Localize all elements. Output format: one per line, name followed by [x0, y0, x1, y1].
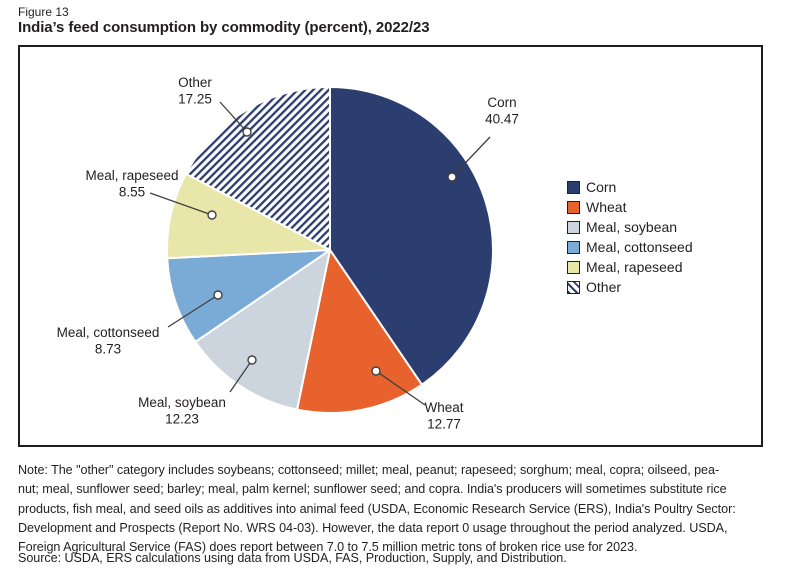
callout-dot — [213, 290, 223, 300]
legend-swatch-meal-cottonseed — [567, 240, 580, 254]
slice-label-corn: Corn 40.47 — [485, 95, 519, 127]
legend-item-wheat: Wheat — [567, 197, 693, 217]
legend-swatch-wheat — [567, 200, 580, 214]
legend-label-wheat: Wheat — [586, 199, 627, 215]
legend-label-meal-rapeseed: Meal, rapeseed — [586, 259, 683, 275]
slice-label-meal-cottonseed: Meal, cottonseed 8.73 — [57, 325, 160, 357]
legend-swatch-meal-soybean — [567, 220, 580, 234]
pie-slice-meal-rapeseed — [166, 172, 331, 260]
legend-label-other: Other — [586, 279, 622, 295]
figure-title: India’s feed consumption by commodity (p… — [18, 19, 430, 36]
legend-item-corn: Corn — [567, 177, 693, 197]
callout-dot — [207, 210, 217, 220]
callout-dot — [371, 366, 381, 376]
pie-slice-meal-cottonseed — [166, 249, 331, 343]
legend-label-corn: Corn — [586, 179, 617, 195]
chart-frame: Corn 40.47 Wheat 12.77 Meal, soybean 12.23 Mea… — [18, 45, 763, 447]
pie-slice-wheat — [296, 249, 423, 414]
legend-label-meal-soybean: Meal, soybean — [586, 219, 678, 235]
legend: Corn Wheat Meal, soybean Meal, cottonsee… — [567, 177, 693, 297]
legend-label-meal-cottonseed: Meal, cottonseed — [586, 239, 693, 255]
callout-dot — [242, 127, 252, 137]
callout-dot — [247, 355, 257, 365]
figure-number: Figure 13 — [18, 5, 69, 19]
slice-label-meal-soybean: Meal, soybean 12.23 — [138, 395, 226, 427]
pie-slice-meal-soybean — [194, 249, 331, 411]
pie-slice-corn — [329, 86, 494, 386]
callout-dot — [447, 172, 457, 182]
legend-item-other: Other — [567, 277, 693, 297]
slice-label-other: Other 17.25 — [178, 75, 212, 107]
callout-line — [167, 294, 219, 328]
slice-label-meal-rapeseed: Meal, rapeseed 8.55 — [85, 168, 178, 200]
legend-item-meal-rapeseed: Meal, rapeseed — [567, 257, 693, 277]
callout-line — [229, 359, 253, 393]
slice-label-wheat: Wheat 12.77 — [424, 400, 463, 432]
source-text: Source: USDA, ERS calculations using dat… — [18, 551, 567, 565]
callout-line — [219, 101, 248, 133]
callout-line — [451, 136, 491, 178]
callout-line — [375, 370, 426, 406]
legend-swatch-other — [567, 280, 580, 294]
legend-item-meal-soybean: Meal, soybean — [567, 217, 693, 237]
legend-swatch-meal-rapeseed — [567, 260, 580, 274]
pie-chart: Corn 40.47 Wheat 12.77 Meal, soybean 12.23 Mea… — [57, 75, 519, 432]
legend-swatch-corn — [567, 180, 580, 194]
note-text: Note: The "other" category includes soyb… — [18, 463, 736, 555]
pie-slice-other — [184, 86, 331, 251]
legend-item-meal-cottonseed: Meal, cottonseed — [567, 237, 693, 257]
callout-line — [149, 192, 213, 216]
